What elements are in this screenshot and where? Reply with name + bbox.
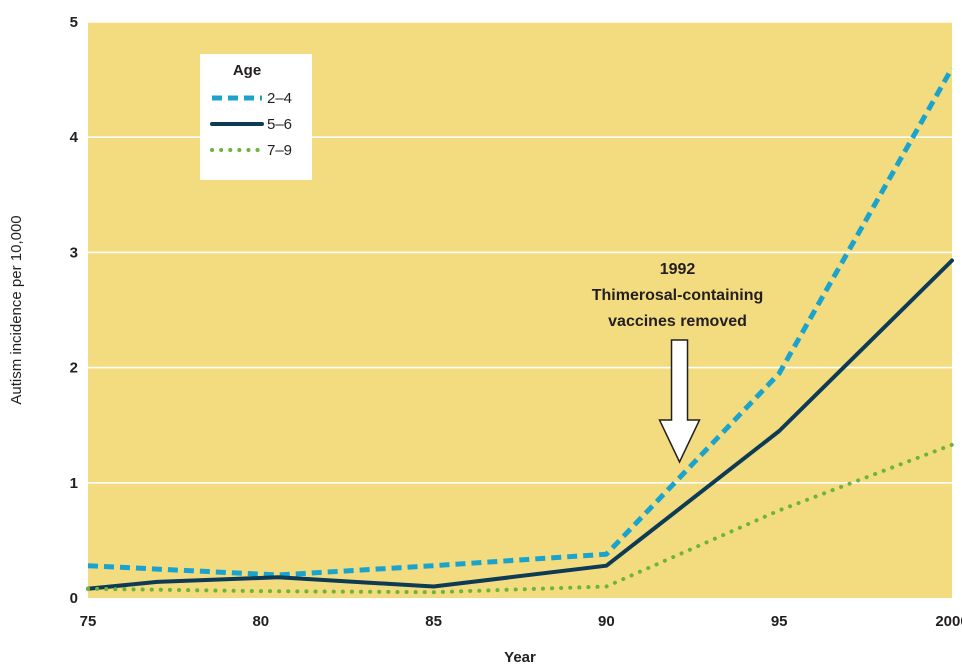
y-tick-label: 2: [70, 360, 78, 377]
y-tick-label: 1: [70, 475, 78, 492]
y-tick-label: 4: [70, 129, 79, 146]
annotation-line: vaccines removed: [608, 313, 747, 330]
y-tick-labels: 0 1 2 3 4 5: [70, 14, 79, 607]
legend-label: 5–6: [267, 116, 292, 133]
annotation: 1992 Thimerosal-containing vaccines remo…: [592, 261, 764, 464]
legend-title: Age: [233, 62, 261, 79]
annotation-line: 1992: [660, 261, 696, 278]
series-lines: [86, 66, 955, 595]
y-tick-label: 0: [70, 590, 78, 607]
x-tick-label: 95: [771, 613, 788, 630]
legend-label: 2–4: [267, 90, 292, 107]
y-axis-label: Autism incidence per 10,000: [8, 215, 25, 404]
x-tick-labels: 75 80 85 90 95 2000: [80, 613, 962, 630]
x-tick-label: 75: [80, 613, 97, 630]
series-line: [86, 442, 954, 595]
legend-box: [200, 54, 312, 180]
legend-label: 7–9: [267, 142, 292, 159]
y-tick-label: 3: [70, 244, 78, 261]
down-arrow-icon: [658, 339, 701, 464]
x-axis-label: Year: [504, 649, 536, 666]
annotation-line: Thimerosal-containing: [592, 287, 764, 304]
x-tick-label: 85: [425, 613, 442, 630]
x-tick-label: 80: [252, 613, 269, 630]
series-line: [86, 258, 954, 591]
legend: Age 2–4 5–6 7–9: [200, 54, 312, 180]
series-line: [87, 66, 955, 578]
y-tick-label: 5: [70, 14, 78, 31]
x-tick-label: 2000: [935, 613, 962, 630]
x-tick-label: 90: [598, 613, 615, 630]
